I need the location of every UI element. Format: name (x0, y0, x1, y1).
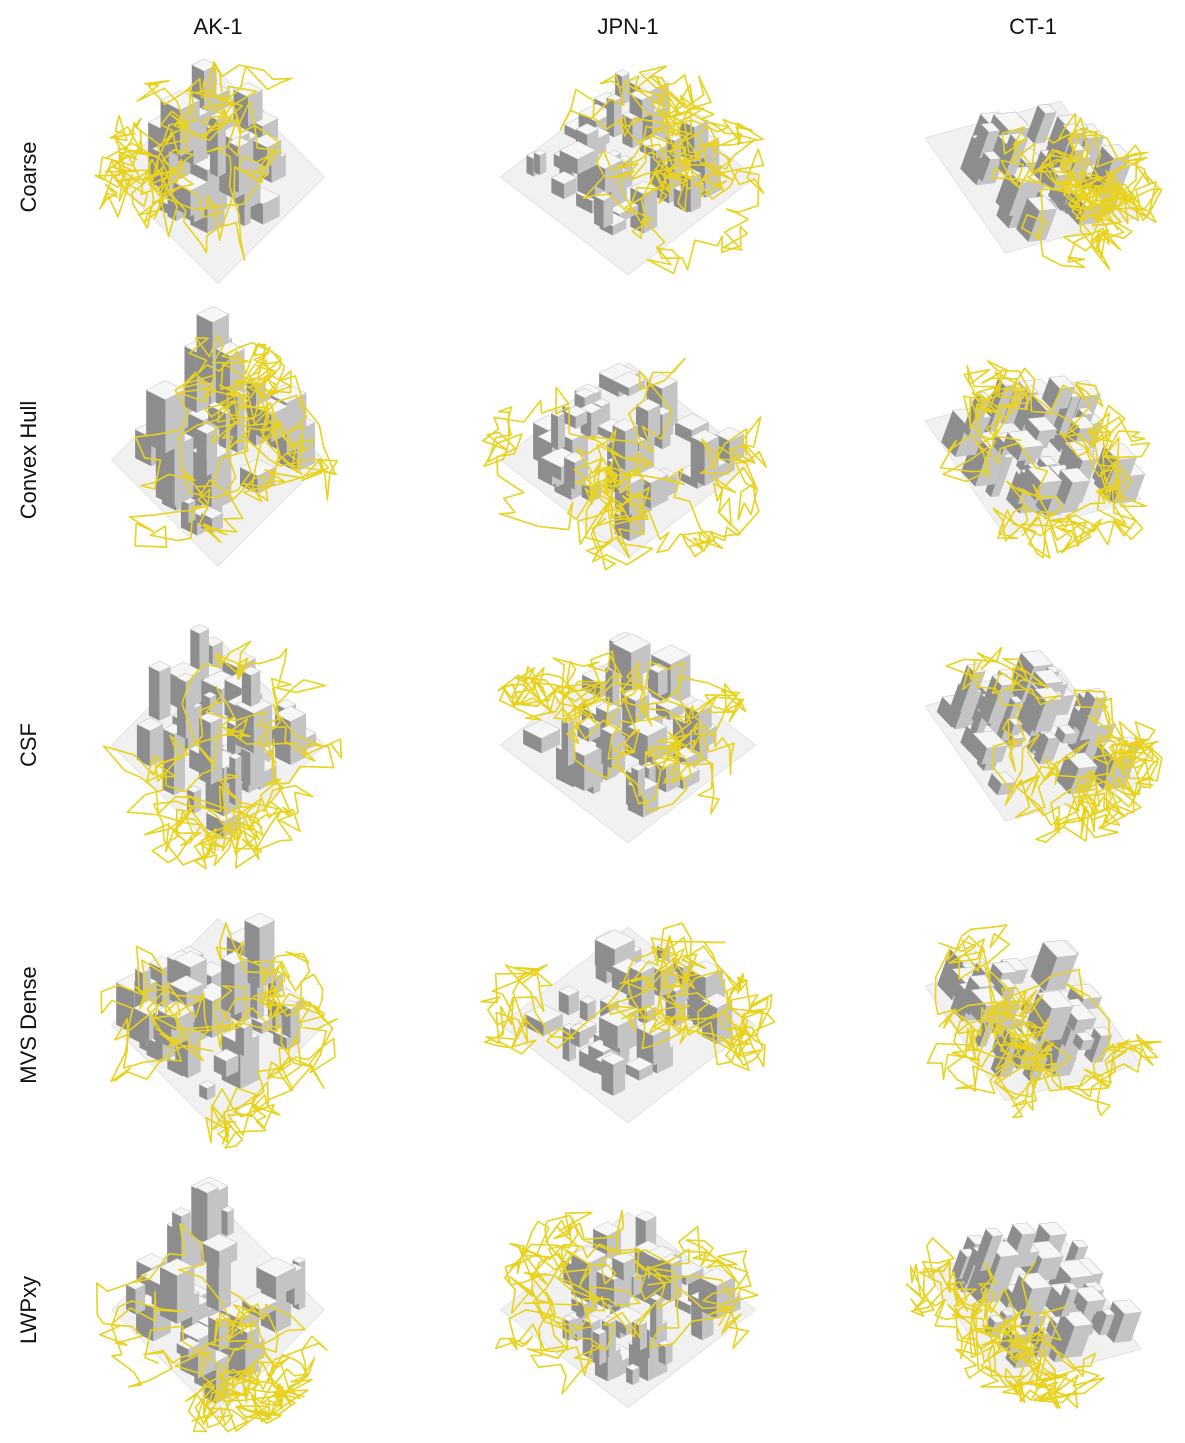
building-side (613, 1059, 625, 1096)
column-header: AK-1 (194, 14, 243, 39)
building-side (551, 413, 558, 450)
column-header: CT-1 (1009, 14, 1057, 39)
building-side (640, 1322, 647, 1350)
render-cell (496, 1211, 758, 1408)
building-side (638, 767, 645, 796)
building-side (658, 668, 667, 697)
building-side (227, 722, 235, 755)
building-side (196, 1188, 207, 1240)
building-side (540, 153, 546, 175)
render-cell (97, 1177, 327, 1432)
building-side (136, 1285, 146, 1315)
render-cell (483, 358, 767, 569)
render-cell (102, 913, 338, 1148)
render-cell (898, 333, 1173, 575)
building-side (244, 1024, 253, 1056)
render-cell (481, 923, 774, 1123)
city-model (898, 1186, 1172, 1425)
building-side (534, 153, 540, 175)
building-side (149, 666, 160, 720)
building-side (250, 748, 259, 786)
row-label: MVS Dense (16, 966, 41, 1083)
row-label: Convex Hull (16, 401, 41, 520)
building-side (228, 1209, 234, 1236)
city-model (898, 62, 1169, 292)
building-side (160, 666, 171, 720)
city-model (501, 927, 756, 1123)
building-side (242, 671, 251, 707)
render-cell (898, 900, 1172, 1140)
building-side (671, 1259, 682, 1302)
building-side (207, 1188, 218, 1240)
city-model (112, 913, 325, 1131)
render-cell (898, 62, 1169, 292)
building-side (558, 413, 565, 450)
building-side (562, 720, 568, 766)
city-model (501, 632, 756, 843)
building-side (239, 142, 249, 193)
building-side (235, 1024, 244, 1056)
building-side (295, 1268, 303, 1306)
city-model (898, 900, 1172, 1140)
building-side (160, 1267, 177, 1324)
building-side (177, 1267, 194, 1324)
building-side (594, 196, 604, 228)
building-side (602, 1059, 614, 1096)
building-side (607, 98, 615, 138)
building-side (146, 390, 165, 453)
building-side (165, 390, 184, 453)
row-label: CSF (16, 723, 41, 767)
row-label: LWPxy (16, 1276, 41, 1344)
building-side (691, 173, 701, 212)
building-side (197, 429, 207, 476)
building-side (241, 748, 250, 786)
render-cell (898, 1186, 1172, 1425)
building-side (251, 671, 260, 707)
building-side (662, 411, 670, 449)
render-cell (898, 620, 1172, 860)
render-cell (498, 632, 755, 843)
render-cell (501, 66, 764, 275)
render-cell (104, 624, 342, 868)
column-header: JPN-1 (597, 14, 658, 39)
city-model (501, 362, 756, 558)
building-side (207, 429, 217, 476)
row-label: Coarse (16, 142, 41, 213)
building-side (604, 196, 614, 228)
building-side (691, 437, 705, 486)
render-cell (95, 59, 324, 283)
render-cell (112, 306, 338, 566)
building-side (221, 1209, 227, 1236)
figure: AK-1 JPN-1 CT-1 Coarse Convex Hull CSF MVS Den… (0, 0, 1185, 1443)
